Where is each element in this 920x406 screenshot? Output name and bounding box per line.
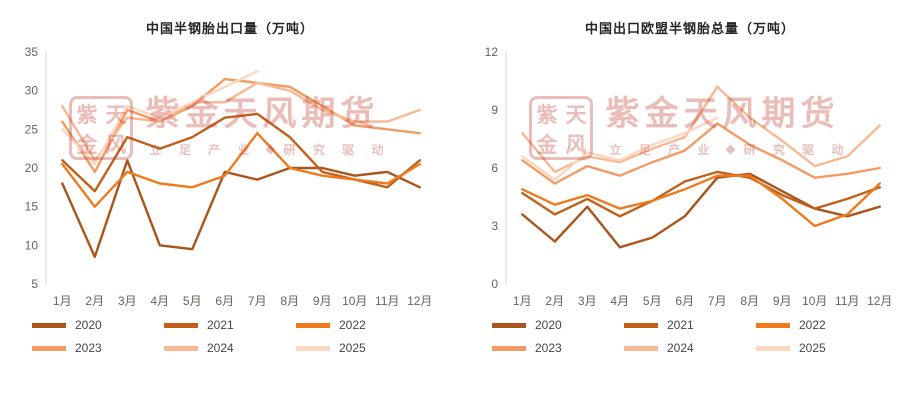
legend-swatch (296, 322, 330, 328)
legend-swatch (624, 322, 658, 328)
x-tick-label: 5月 (183, 294, 202, 308)
y-tick-label: 9 (491, 103, 498, 117)
legend-item-2023: 2023 (492, 341, 624, 355)
series-line-2025 (61, 70, 259, 166)
legend-label: 2022 (799, 318, 826, 332)
series-line-2022 (521, 174, 881, 228)
legend-label: 2022 (339, 318, 366, 332)
x-tick-label: 7月 (248, 294, 267, 308)
line-chart-export-total: 5 10 15 20 25 30 35 1月 2月 3月 4月 5月 6月 7月 8月 9月 10月 11月 12月 (25, 45, 433, 308)
legend-swatch (164, 322, 198, 328)
x-tick-label: 1月 (513, 294, 532, 308)
y-tick-label: 0 (491, 277, 498, 291)
legend-swatch (32, 322, 66, 328)
x-tick-label: 2月 (85, 294, 104, 308)
y-tick-label: 30 (25, 84, 39, 98)
y-tick-label: 35 (25, 45, 39, 59)
legend-swatch (756, 345, 790, 351)
chart-panel-eu-export: 中国出口欧盟半钢胎总量（万吨） 0 3 6 9 12 1月 2月 3月 4月 5月 6月 7月 8月 9月… (460, 0, 920, 406)
x-tick-label: 11月 (375, 294, 399, 308)
y-tick-label: 15 (25, 200, 39, 214)
x-tick-label: 8月 (740, 294, 759, 308)
y-tick-label: 6 (491, 161, 498, 175)
legend-label: 2021 (667, 318, 694, 332)
line-chart-eu-export: 0 3 6 9 12 1月 2月 3月 4月 5月 6月 7月 8月 9月 10月 11月 12月 (485, 45, 893, 308)
chart-title: 中国半钢胎出口量（万吨） (145, 21, 314, 36)
x-tick-label: 12月 (407, 294, 432, 308)
x-tick-label: 3月 (578, 294, 597, 308)
legend-label: 2023 (75, 341, 102, 355)
legend-swatch (164, 345, 198, 351)
chart-panel-export-total: 中国半钢胎出口量（万吨） 5 10 15 20 25 30 35 1月 2月 3月 4月 5月 6月 7月… (0, 21, 460, 355)
chart-title: 中国出口欧盟半钢胎总量（万吨） (584, 21, 795, 36)
x-tick-label: 9月 (773, 294, 792, 308)
x-tick-label: 6月 (675, 294, 694, 308)
legend-label: 2021 (207, 318, 234, 332)
x-tick-label: 7月 (708, 294, 727, 308)
series-line-2023 (521, 122, 881, 185)
x-tick-label: 2月 (545, 294, 564, 308)
series-line-2022 (61, 132, 421, 208)
legend-item-2024: 2024 (164, 341, 296, 355)
x-tick-label: 4月 (150, 294, 169, 308)
series-line-2021 (521, 170, 881, 218)
series-line-2023 (61, 77, 421, 174)
legend-label: 2024 (207, 341, 234, 355)
x-tick-label: 1月 (53, 294, 72, 308)
y-tick-label: 25 (25, 122, 39, 136)
chart-legend: 2020 2021 2022 2023 2024 2025 (0, 318, 460, 355)
x-tick-label: 6月 (215, 294, 234, 308)
x-tick-label: 5月 (643, 294, 662, 308)
y-tick-label: 3 (491, 219, 498, 233)
legend-swatch (492, 322, 526, 328)
y-tick-label: 12 (485, 45, 499, 59)
legend-swatch (624, 345, 658, 351)
x-tick-label: 8月 (280, 294, 299, 308)
legend-item-2020: 2020 (492, 318, 624, 332)
legend-item-2025: 2025 (296, 341, 428, 355)
series-line-2024 (521, 85, 881, 174)
legend-swatch (32, 345, 66, 351)
legend-label: 2023 (535, 341, 562, 355)
legend-label: 2020 (535, 318, 562, 332)
series-line-2025 (521, 116, 719, 181)
legend-item-2022: 2022 (756, 318, 888, 332)
x-tick-label: 3月 (118, 294, 137, 308)
legend-item-2021: 2021 (624, 318, 756, 332)
y-tick-label: 20 (25, 161, 39, 175)
x-tick-label: 12月 (867, 294, 892, 308)
legend-label: 2025 (799, 341, 826, 355)
x-tick-label: 9月 (313, 294, 332, 308)
x-tick-label: 10月 (802, 294, 827, 308)
series-line-2024 (61, 81, 421, 162)
chart-legend: 2020 2021 2022 2023 2024 2025 (460, 318, 920, 355)
legend-swatch (296, 345, 330, 351)
legend-item-2022: 2022 (296, 318, 428, 332)
legend-swatch (756, 322, 790, 328)
legend-item-2021: 2021 (164, 318, 296, 332)
series-line-2020 (521, 172, 881, 249)
legend-item-2025: 2025 (756, 341, 888, 355)
legend-item-2020: 2020 (32, 318, 164, 332)
legend-label: 2024 (667, 341, 694, 355)
x-tick-label: 4月 (610, 294, 629, 308)
x-tick-label: 11月 (835, 294, 859, 308)
y-tick-label: 5 (31, 277, 38, 291)
series-line-2020 (61, 159, 421, 259)
legend-item-2023: 2023 (32, 341, 164, 355)
y-tick-label: 10 (25, 238, 39, 252)
legend-label: 2020 (75, 318, 102, 332)
legend-swatch (492, 345, 526, 351)
legend-label: 2025 (339, 341, 366, 355)
legend-item-2024: 2024 (624, 341, 756, 355)
x-tick-label: 10月 (342, 294, 367, 308)
